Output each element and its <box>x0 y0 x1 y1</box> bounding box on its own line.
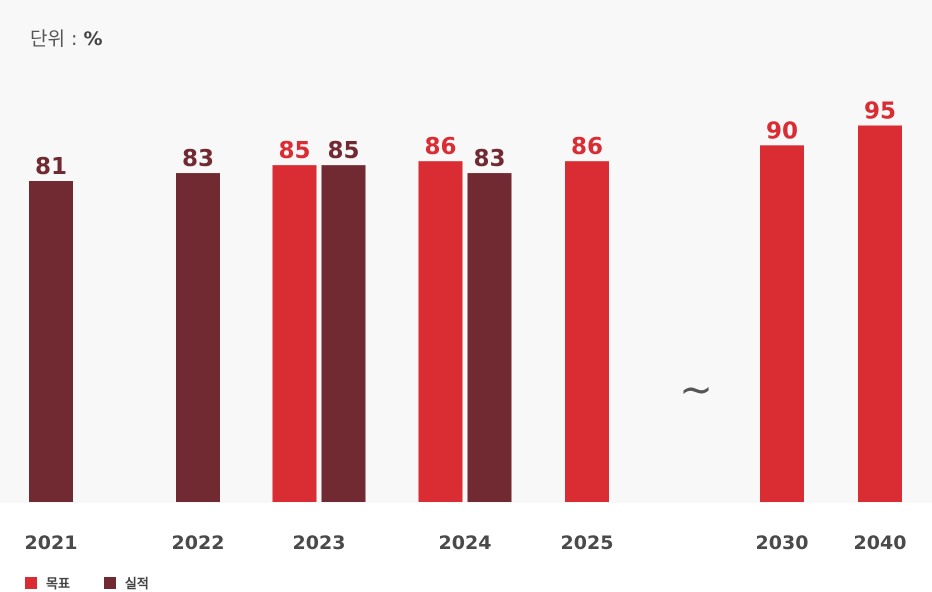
legend-label-actual: 실적 <box>124 577 149 592</box>
x-tick-2021: 2021 <box>25 532 78 554</box>
value-label-target-2025: 86 <box>571 134 603 160</box>
bar-target-2030 <box>760 145 804 502</box>
value-label-actual-2024: 83 <box>473 146 505 172</box>
legend-swatch-actual <box>103 576 116 589</box>
bar-actual-2021 <box>29 180 73 502</box>
legend-label-target: 목표 <box>46 577 70 592</box>
bar-target-2025 <box>565 161 609 502</box>
legend-item-target: 목표 <box>25 573 70 592</box>
bar-target-2024 <box>418 161 463 502</box>
value-label-actual-2022: 83 <box>182 146 214 172</box>
x-tick-2023: 2023 <box>293 532 346 554</box>
bar-actual-2023 <box>321 165 366 502</box>
bar-target-2023 <box>272 165 317 502</box>
unit-value: % <box>83 28 103 50</box>
legend-swatch-target <box>25 576 37 589</box>
bars-layer <box>29 125 902 503</box>
value-label-target-2023: 85 <box>278 138 310 164</box>
x-tick-2022: 2022 <box>172 532 225 554</box>
value-labels-layer: 81 83 85 85 86 83 86 90 95 <box>35 99 896 180</box>
x-tick-2025: 2025 <box>561 532 614 554</box>
bar-target-2040 <box>858 125 902 502</box>
value-label-target-2024: 86 <box>424 134 456 160</box>
unit-label: 단위 : % <box>30 24 103 51</box>
x-tick-2024: 2024 <box>439 532 492 554</box>
bar-actual-2024 <box>467 173 512 503</box>
bar-actual-2022 <box>176 173 220 503</box>
legend-item-actual: 실적 <box>103 573 149 592</box>
x-tick-2030: 2030 <box>756 532 809 554</box>
x-axis-ticks: 2021 2022 2023 2024 2025 2030 2040 <box>25 532 907 554</box>
value-label-target-2030: 90 <box>766 118 798 144</box>
unit-prefix: 단위 : <box>30 28 84 50</box>
value-label-target-2040: 95 <box>864 99 896 125</box>
x-tick-2040: 2040 <box>854 532 907 554</box>
legend: 목표 실적 <box>25 573 183 592</box>
axis-break-symbol: ~ <box>679 367 713 413</box>
value-label-actual-2021: 81 <box>35 154 67 180</box>
value-label-actual-2023: 85 <box>327 138 359 164</box>
